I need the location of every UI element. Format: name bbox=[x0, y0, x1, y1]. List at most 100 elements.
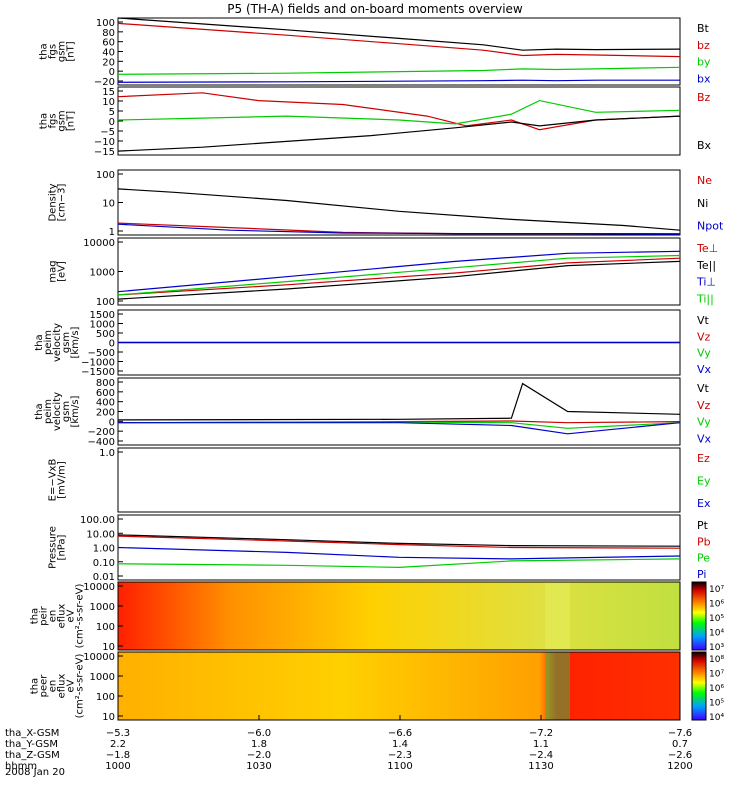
colorbar-tick-label: 10⁷ bbox=[709, 670, 724, 680]
y-axis-label: peim bbox=[43, 399, 54, 424]
y-tick-label: 100 bbox=[96, 692, 115, 703]
x-tick-label: 1000 bbox=[105, 761, 130, 772]
series-line bbox=[117, 22, 681, 58]
legend-entry: Ni bbox=[697, 197, 708, 210]
legend-entry: Vy bbox=[697, 347, 711, 360]
y-tick-label: 20 bbox=[102, 57, 115, 68]
y-tick-label: 0 bbox=[109, 117, 115, 128]
series-line bbox=[117, 66, 681, 75]
series-line bbox=[117, 115, 681, 152]
heatmap-field bbox=[118, 582, 680, 650]
panel-pressure: 100.00 10.00 1.00 0.10 0.01 Pressure[nPa] Pt Pb… bbox=[48, 514, 711, 583]
panel-density: 100 10 1 Density[cm−3] Ne Ni Npot bbox=[48, 169, 724, 238]
panel-frame bbox=[117, 17, 681, 86]
legend-entry: bx bbox=[697, 73, 711, 86]
legend-entry: Bz bbox=[697, 91, 711, 104]
x-tick-label: −2.4 bbox=[529, 750, 553, 761]
legend-entry: Vt bbox=[697, 382, 710, 395]
y-tick-label: −10 bbox=[94, 137, 115, 148]
x-tick-label: −2.6 bbox=[668, 750, 692, 761]
y-axis-label: E=−VxB bbox=[48, 459, 59, 502]
y-tick-label: 1000 bbox=[90, 268, 115, 279]
y-axis-label: peir bbox=[39, 605, 50, 625]
legend-entry: Pe bbox=[697, 552, 710, 565]
panel-frame bbox=[117, 581, 681, 651]
x-tick-label: 1100 bbox=[387, 761, 412, 772]
series-line bbox=[117, 92, 681, 131]
y-axis-label: eflux bbox=[57, 674, 68, 699]
legend-entry: Ti|| bbox=[696, 293, 714, 306]
y-axis-label: [km/s] bbox=[70, 395, 81, 427]
panel-peer-en-eflux: 10⁸ 10⁷ 10⁶ 10⁵ 10⁴ 10000 1000 100 10 thapeerenef… bbox=[30, 651, 724, 723]
panel-frame bbox=[117, 377, 681, 446]
y-tick-label: 0 bbox=[109, 67, 115, 78]
y-axis-label: velocity bbox=[52, 323, 63, 362]
y-axis-label: tha bbox=[34, 334, 45, 350]
panel-frame bbox=[117, 237, 681, 306]
y-axis-label: fgs bbox=[48, 113, 59, 128]
y-axis-label: tha bbox=[30, 678, 41, 694]
date-label: 2008 Jan 20 bbox=[5, 767, 65, 778]
y-axis-label: [nPa] bbox=[57, 534, 68, 560]
panel-frame bbox=[117, 651, 681, 721]
legend-entry: Ne bbox=[697, 174, 712, 187]
legend-entry: by bbox=[697, 56, 711, 69]
series-line bbox=[117, 535, 681, 549]
series-line bbox=[117, 546, 681, 560]
y-axis-label: velocity bbox=[52, 392, 63, 431]
y-tick-label: −5 bbox=[100, 127, 115, 138]
panel-frame bbox=[117, 447, 681, 513]
y-axis-label: [cm−3] bbox=[57, 184, 68, 222]
legend-entry: Pt bbox=[697, 519, 709, 532]
y-tick-label: 10 bbox=[102, 712, 115, 723]
y-axis-label: [eV] bbox=[57, 261, 68, 282]
y-axis-label: tha bbox=[39, 43, 50, 59]
y-axis-label: Pressure bbox=[48, 526, 59, 569]
panel-temperature: 10000 1000 100 mag[eV] Te⊥ Te|| Ti⊥ Ti|| bbox=[48, 237, 718, 308]
x-tick-label: 1030 bbox=[246, 761, 271, 772]
panel-frame bbox=[117, 86, 681, 156]
y-axis-label: gsm bbox=[61, 401, 72, 422]
y-axis-label: peer bbox=[39, 674, 50, 698]
chart-title: P5 (TH-A) fields and on-board moments ov… bbox=[227, 2, 523, 16]
y-tick-label: −20 bbox=[94, 77, 115, 88]
y-axis-label: tha bbox=[34, 403, 45, 419]
y-tick-label: 0.10 bbox=[93, 558, 115, 569]
legend-entry: Ti⊥ bbox=[696, 276, 716, 289]
y-axis-label: peim bbox=[43, 330, 54, 355]
y-axis-label: eflux bbox=[57, 604, 68, 629]
x-tick-label: 1.1 bbox=[533, 739, 549, 750]
y-axis-label: mag bbox=[48, 260, 59, 282]
series-line bbox=[117, 79, 680, 83]
y-tick-label: 0 bbox=[109, 417, 115, 428]
x-tick-label: −6.6 bbox=[388, 728, 412, 739]
y-tick-label: −1000 bbox=[81, 358, 115, 369]
y-tick-label: 40 bbox=[102, 48, 115, 59]
y-tick-label: −1500 bbox=[81, 367, 115, 378]
y-tick-label: 800 bbox=[96, 378, 115, 389]
legend-entry: Npot bbox=[697, 220, 724, 233]
y-axis-label: [km/s] bbox=[70, 326, 81, 358]
y-tick-label: 100 bbox=[96, 18, 115, 29]
y-tick-label: 1500 bbox=[90, 310, 115, 321]
y-tick-label: 0 bbox=[109, 339, 115, 350]
x-tick-label: −7.6 bbox=[668, 728, 692, 739]
colorbar-tick-label: 10⁷ bbox=[709, 585, 724, 595]
y-axis-label: eV bbox=[66, 679, 77, 692]
y-axis-label: gsm bbox=[57, 41, 68, 62]
y-axis-label: (cm²-s-sr-eV) bbox=[75, 584, 86, 649]
y-tick-label: 1.00 bbox=[93, 544, 115, 555]
x-tick-label: −5.3 bbox=[106, 728, 130, 739]
x-tick-label: −7.2 bbox=[529, 728, 553, 739]
legend-entry: Bx bbox=[697, 139, 712, 152]
x-tick-label: 0.7 bbox=[672, 739, 688, 750]
series-line bbox=[117, 250, 681, 293]
colorbar-tick-label: 10⁸ bbox=[709, 655, 724, 665]
series-line bbox=[117, 188, 681, 231]
series-line bbox=[117, 534, 681, 547]
series-line bbox=[117, 558, 681, 569]
